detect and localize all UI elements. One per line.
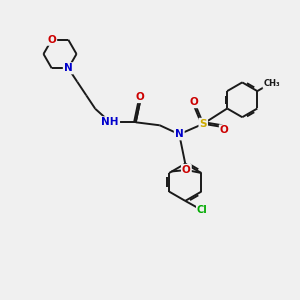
Text: O: O (47, 35, 56, 45)
Text: O: O (136, 92, 145, 102)
Text: CH₃: CH₃ (263, 79, 280, 88)
Text: S: S (200, 119, 207, 129)
Text: O: O (182, 165, 191, 175)
Text: N: N (64, 63, 73, 73)
Text: Cl: Cl (197, 205, 208, 215)
Text: NH: NH (101, 117, 119, 127)
Text: N: N (175, 129, 184, 139)
Text: O: O (190, 97, 199, 107)
Text: O: O (220, 125, 229, 135)
